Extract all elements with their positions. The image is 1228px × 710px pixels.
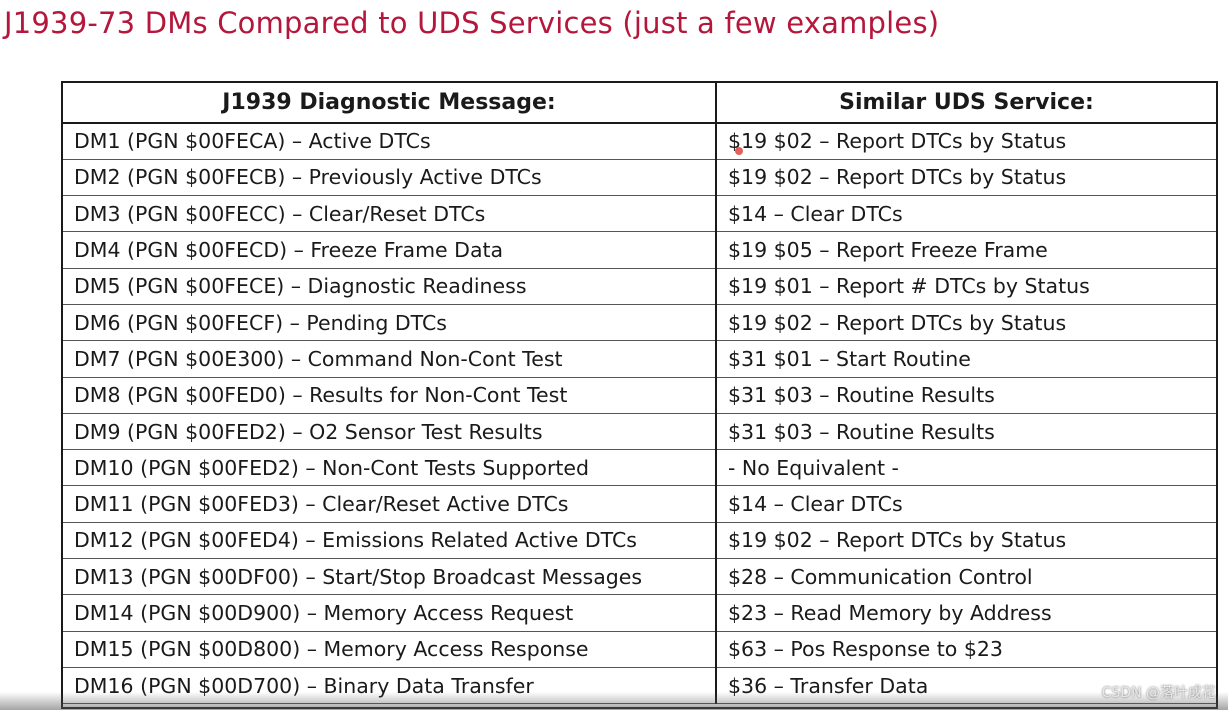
column-header-uds: Similar UDS Service:	[715, 83, 1216, 124]
j1939-message-cell: DM4 (PGN $00FECD) – Freeze Frame Data	[63, 231, 717, 269]
uds-service-cell: $14 – Clear DTCs	[715, 485, 1216, 523]
uds-service-cell: $19 $02 – Report DTCs by Status	[715, 303, 1216, 342]
uds-service-cell: $14 – Clear DTCs	[715, 195, 1216, 233]
table-header-row: J1939 Diagnostic Message: Similar UDS Se…	[63, 83, 1216, 124]
uds-service-cell: - No Equivalent -	[715, 449, 1216, 487]
pointer-highlight	[735, 147, 743, 155]
table-row: DM15 (PGN $00D800) – Memory Access Respo…	[63, 630, 1216, 668]
table-row: DM1 (PGN $00FECA) – Active DTCs $19 $02 –…	[63, 122, 1216, 160]
table-row: DM9 (PGN $00FED2) – O2 Sensor Test Resul…	[63, 412, 1216, 451]
uds-service-cell: $31 $03 – Routine Results	[715, 376, 1216, 414]
j1939-message-cell: DM11 (PGN $00FED3) – Clear/Reset Active …	[63, 485, 717, 523]
j1939-message-cell: DM13 (PGN $00DF00) – Start/Stop Broadcas…	[63, 558, 717, 596]
uds-service-cell: $63 – Pos Response to $23	[715, 630, 1216, 668]
page-title: J1939-73 DMs Compared to UDS Services (j…	[4, 6, 940, 40]
j1939-message-cell: DM12 (PGN $00FED4) – Emissions Related A…	[63, 521, 717, 560]
table-row: DM2 (PGN $00FECB) – Previously Active DT…	[63, 158, 1216, 197]
table-row: DM8 (PGN $00FED0) – Results for Non-Cont…	[63, 376, 1216, 414]
table-row: DM11 (PGN $00FED3) – Clear/Reset Active …	[63, 485, 1216, 523]
uds-service-cell: $19 $02 – Report DTCs by Status	[715, 521, 1216, 560]
j1939-message-cell: DM5 (PGN $00FECE) – Diagnostic Readiness	[63, 267, 717, 305]
table-row: DM7 (PGN $00E300) – Command Non-Cont Tes…	[63, 340, 1216, 378]
uds-service-cell: $19 $02 – Report DTCs by Status	[715, 158, 1216, 197]
table-row: DM6 (PGN $00FECF) – Pending DTCs $19 $02 …	[63, 303, 1216, 342]
watermark: CSDN @落叶成花	[1101, 685, 1216, 701]
j1939-message-cell: DM8 (PGN $00FED0) – Results for Non-Cont…	[63, 376, 717, 414]
j1939-message-cell: DM1 (PGN $00FECA) – Active DTCs	[63, 122, 717, 160]
table-row: DM4 (PGN $00FECD) – Freeze Frame Data $19…	[63, 231, 1216, 269]
j1939-message-cell: DM14 (PGN $00D900) – Memory Access Reque…	[63, 594, 717, 632]
uds-service-cell: $19 $01 – Report # DTCs by Status	[715, 267, 1216, 305]
table-row: DM14 (PGN $00D900) – Memory Access Reque…	[63, 594, 1216, 632]
table-row: DM16 (PGN $00D700) – Binary Data Transfe…	[63, 666, 1216, 705]
table-row: DM3 (PGN $00FECC) – Clear/Reset DTCs $14 …	[63, 195, 1216, 233]
j1939-message-cell: DM10 (PGN $00FED2) – Non-Cont Tests Supp…	[63, 449, 717, 487]
uds-service-cell: $28 – Communication Control	[715, 558, 1216, 596]
table-row: DM12 (PGN $00FED4) – Emissions Related A…	[63, 521, 1216, 560]
j1939-message-cell: DM9 (PGN $00FED2) – O2 Sensor Test Resul…	[63, 412, 717, 451]
j1939-message-cell: DM2 (PGN $00FECB) – Previously Active DT…	[63, 158, 717, 197]
comparison-table-container: J1939 Diagnostic Message: Similar UDS Se…	[61, 81, 1218, 709]
uds-service-cell: $19 $02 – Report DTCs by Status	[715, 122, 1216, 160]
table-row: DM10 (PGN $00FED2) – Non-Cont Tests Supp…	[63, 449, 1216, 487]
column-header-j1939: J1939 Diagnostic Message:	[63, 83, 717, 124]
table-row: DM13 (PGN $00DF00) – Start/Stop Broadcas…	[63, 558, 1216, 596]
uds-service-cell: $19 $05 – Report Freeze Frame	[715, 231, 1216, 269]
j1939-message-cell: DM7 (PGN $00E300) – Command Non-Cont Tes…	[63, 340, 717, 378]
uds-service-cell: $23 – Read Memory by Address	[715, 594, 1216, 632]
uds-service-cell: $31 $01 – Start Routine	[715, 340, 1216, 378]
j1939-message-cell: DM6 (PGN $00FECF) – Pending DTCs	[63, 303, 717, 342]
comparison-table: J1939 Diagnostic Message: Similar UDS Se…	[63, 83, 1216, 705]
j1939-message-cell: DM16 (PGN $00D700) – Binary Data Transfe…	[63, 666, 717, 705]
uds-service-cell: $31 $03 – Routine Results	[715, 412, 1216, 451]
table-row: DM5 (PGN $00FECE) – Diagnostic Readiness…	[63, 267, 1216, 305]
j1939-message-cell: DM15 (PGN $00D800) – Memory Access Respo…	[63, 630, 717, 668]
j1939-message-cell: DM3 (PGN $00FECC) – Clear/Reset DTCs	[63, 195, 717, 233]
